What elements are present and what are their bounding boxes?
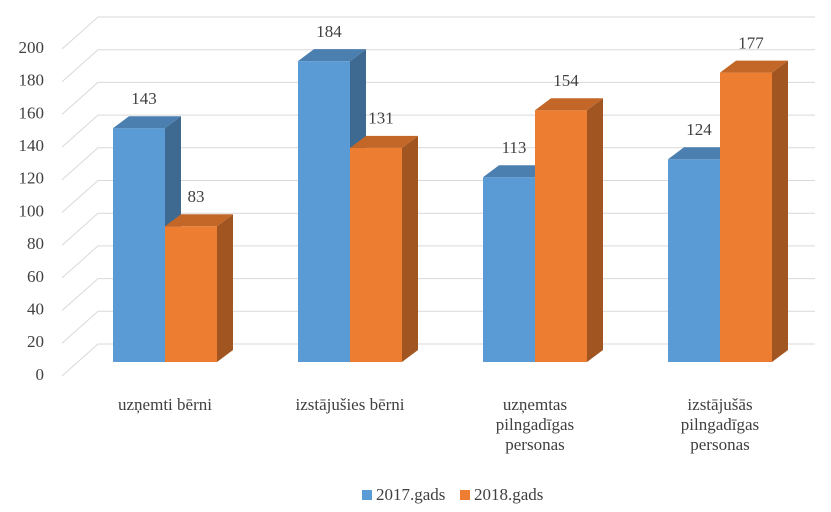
bar-side (402, 135, 418, 362)
bar-top (298, 49, 366, 62)
bar-top (668, 147, 736, 160)
data-label: 143 (131, 89, 157, 108)
bar (720, 60, 788, 362)
bar-top (483, 165, 551, 178)
data-label: 131 (368, 109, 394, 128)
bar-front (483, 177, 535, 362)
x-tick-label: uzņemti bērni (118, 395, 212, 414)
y-tick-label: 40 (27, 300, 44, 319)
x-tick-label: uzņemtas pilngadīgas personas (496, 395, 574, 454)
bar (483, 165, 551, 362)
y-tick-label: 20 (27, 332, 44, 351)
bar-front (720, 72, 772, 362)
bar-front (535, 110, 587, 363)
legend-label: 2017.gads (376, 485, 445, 504)
x-tick-label: izstājušies bērni (295, 395, 404, 414)
legend-swatch (460, 490, 470, 500)
bar-top (350, 135, 418, 148)
bar-side (772, 60, 788, 362)
data-label: 177 (738, 34, 764, 53)
bar-front (668, 159, 720, 362)
y-tick-label: 100 (19, 201, 45, 220)
data-label: 154 (553, 71, 579, 90)
bar-side (587, 98, 603, 363)
y-tick-label: 80 (27, 234, 44, 253)
bar-front (350, 147, 402, 362)
data-label: 83 (188, 187, 205, 206)
bar-front (165, 226, 217, 362)
bar-top (720, 60, 788, 73)
legend-swatch (362, 490, 372, 500)
bar (165, 214, 233, 362)
x-tick-label: izstājušās pilngadīgas personas (681, 395, 759, 454)
y-tick-label: 60 (27, 267, 44, 286)
y-tick-label: 140 (19, 136, 45, 155)
legend-label: 2018.gads (474, 485, 543, 504)
bar (535, 98, 603, 363)
y-tick-label: 160 (19, 103, 45, 122)
y-tick-label: 120 (19, 169, 45, 188)
grid-line (61, 81, 815, 115)
bar-front (298, 61, 350, 362)
data-label: 184 (316, 22, 342, 41)
bar-top (113, 116, 181, 129)
y-tick-label: 0 (36, 365, 45, 384)
bar-top (165, 214, 233, 227)
y-tick-label: 200 (19, 38, 45, 57)
grid-line (61, 49, 815, 83)
bar (350, 135, 418, 362)
bar-top (535, 98, 603, 111)
y-tick-label: 180 (19, 71, 45, 90)
grid-line (61, 16, 815, 50)
data-label: 124 (686, 120, 712, 139)
bar-front (113, 128, 165, 362)
bar-side (217, 214, 233, 362)
data-label: 113 (502, 138, 527, 157)
